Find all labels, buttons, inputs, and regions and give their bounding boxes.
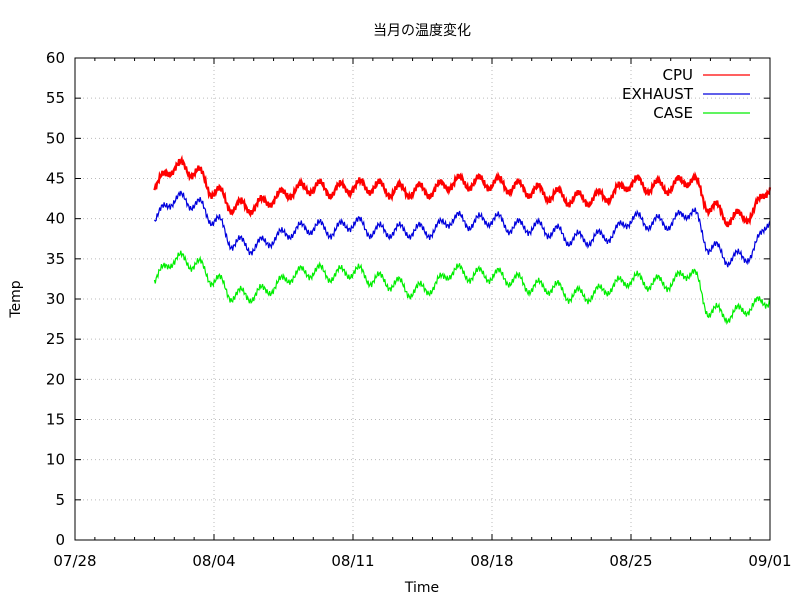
series-line-case (153, 250, 771, 325)
y-tick-label: 20 (46, 370, 65, 388)
series-line-cpu (153, 154, 772, 228)
x-axis: 07/28 08/04 08/11 08/18 08/25 09/01 (53, 58, 792, 570)
y-tick-label: 55 (46, 89, 65, 107)
x-tick-label: 08/18 (470, 552, 513, 570)
x-tick-label: 08/04 (192, 552, 235, 570)
x-tick-label: 07/28 (53, 552, 96, 570)
y-tick-label: 5 (55, 491, 65, 509)
y-axis: 0 5 10 15 20 25 30 35 40 45 50 55 60 (46, 49, 770, 549)
y-tick-label: 30 (46, 290, 65, 308)
y-tick-label: 15 (46, 411, 65, 429)
y-axis-label: Temp (8, 280, 24, 318)
y-tick-label: 10 (46, 451, 65, 469)
series-lines (153, 154, 772, 325)
legend-label-case: CASE (653, 104, 693, 122)
x-tick-label: 09/01 (748, 552, 791, 570)
x-axis-label: Time (404, 580, 439, 596)
x-tick-label: 08/25 (609, 552, 652, 570)
y-tick-label: 45 (46, 170, 65, 188)
x-tick-label: 08/11 (331, 552, 374, 570)
grid-lines (75, 58, 770, 540)
series-line-exhaust (153, 190, 771, 268)
y-tick-label: 60 (46, 49, 65, 67)
y-tick-label: 0 (55, 531, 65, 549)
y-tick-label: 35 (46, 250, 65, 268)
y-tick-label: 50 (46, 129, 65, 147)
y-tick-label: 25 (46, 330, 65, 348)
chart-title: 当月の温度変化 (373, 22, 471, 39)
legend-label-cpu: CPU (663, 66, 694, 84)
y-tick-label: 40 (46, 210, 65, 228)
legend-label-exhaust: EXHAUST (622, 85, 694, 103)
